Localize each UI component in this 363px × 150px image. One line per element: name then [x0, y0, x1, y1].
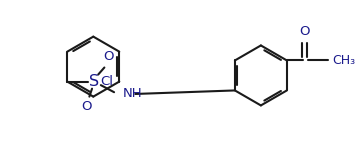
Text: Cl: Cl [100, 75, 113, 88]
Text: S: S [89, 74, 99, 89]
Text: O: O [103, 50, 114, 63]
Text: NH: NH [123, 87, 143, 100]
Text: CH₃: CH₃ [332, 54, 355, 67]
Text: O: O [81, 100, 92, 113]
Text: O: O [299, 24, 310, 38]
